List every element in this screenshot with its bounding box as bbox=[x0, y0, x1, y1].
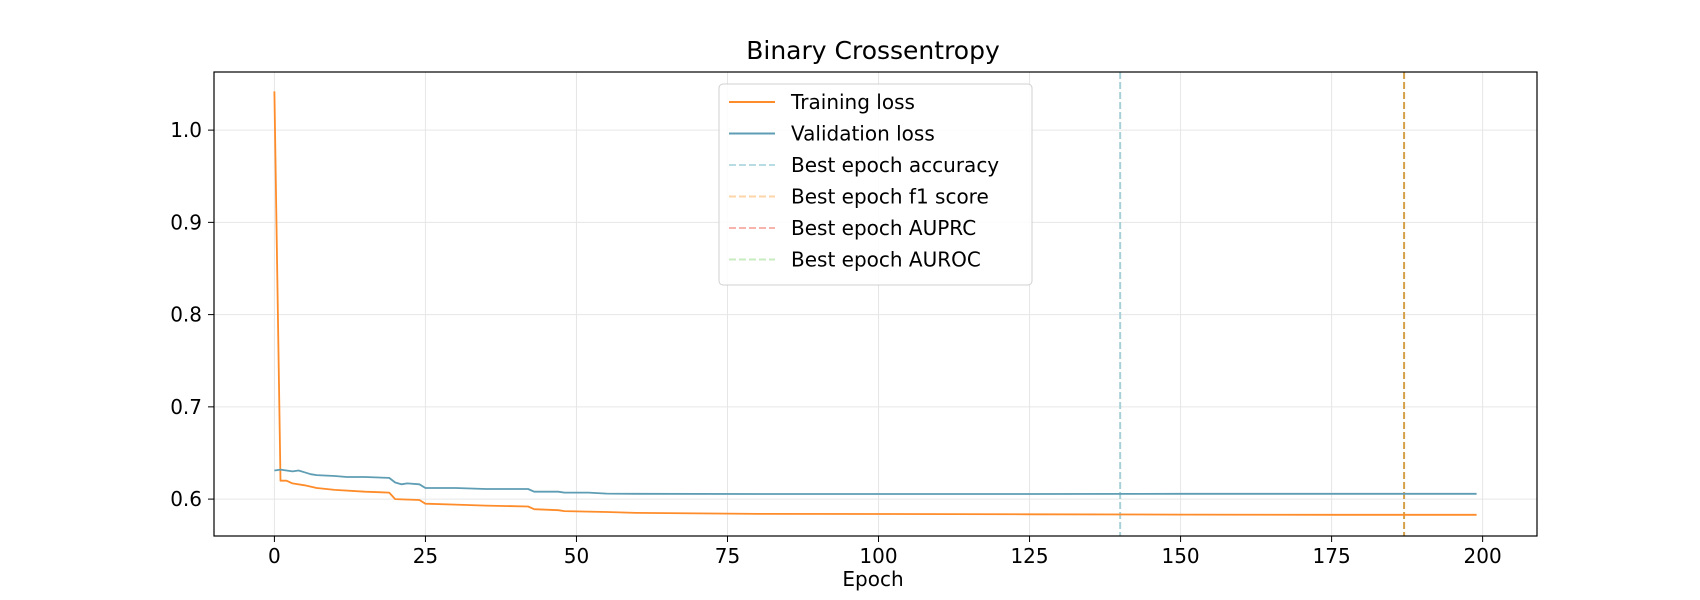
best-epoch-lines bbox=[1119, 72, 1406, 536]
legend-label: Training loss bbox=[790, 90, 915, 114]
x-tick-label: 125 bbox=[1010, 544, 1048, 568]
series-layer bbox=[273, 91, 1477, 516]
y-axis-ticks: 0.6 0.7 0.8 0.9 1.0 bbox=[170, 118, 214, 511]
legend-label: Best epoch AUPRC bbox=[791, 216, 976, 240]
y-tick-label: 0.6 bbox=[170, 487, 202, 511]
x-tick-label: 50 bbox=[564, 544, 589, 568]
x-axis-ticks: 0 25 50 75 100 125 150 175 200 bbox=[268, 536, 1502, 568]
x-tick-label: 175 bbox=[1313, 544, 1351, 568]
y-tick-label: 0.9 bbox=[170, 210, 202, 234]
x-tick-label: 150 bbox=[1161, 544, 1199, 568]
y-tick-label: 0.8 bbox=[170, 303, 202, 327]
plot-frame bbox=[213, 71, 1538, 537]
x-tick-label: 200 bbox=[1464, 544, 1502, 568]
legend-box bbox=[718, 83, 1033, 286]
x-tick-label: 100 bbox=[859, 544, 897, 568]
x-tick-label: 0 bbox=[268, 544, 281, 568]
x-axis-label: Epoch bbox=[842, 567, 903, 591]
y-tick-label: 1.0 bbox=[170, 118, 202, 142]
legend: Training loss Validation loss Best epoch a… bbox=[718, 83, 1033, 286]
series-line bbox=[274, 468, 1477, 495]
x-tick-label: 25 bbox=[413, 544, 438, 568]
series-line bbox=[273, 91, 1477, 516]
chart-title: Binary Crossentropy bbox=[746, 36, 1000, 65]
legend-label: Validation loss bbox=[791, 122, 935, 146]
legend-label: Best epoch AUROC bbox=[791, 248, 981, 272]
legend-label: Best epoch accuracy bbox=[791, 153, 999, 177]
legend-label: Best epoch f1 score bbox=[791, 185, 989, 209]
x-tick-label: 75 bbox=[715, 544, 740, 568]
y-tick-label: 0.7 bbox=[170, 395, 202, 419]
